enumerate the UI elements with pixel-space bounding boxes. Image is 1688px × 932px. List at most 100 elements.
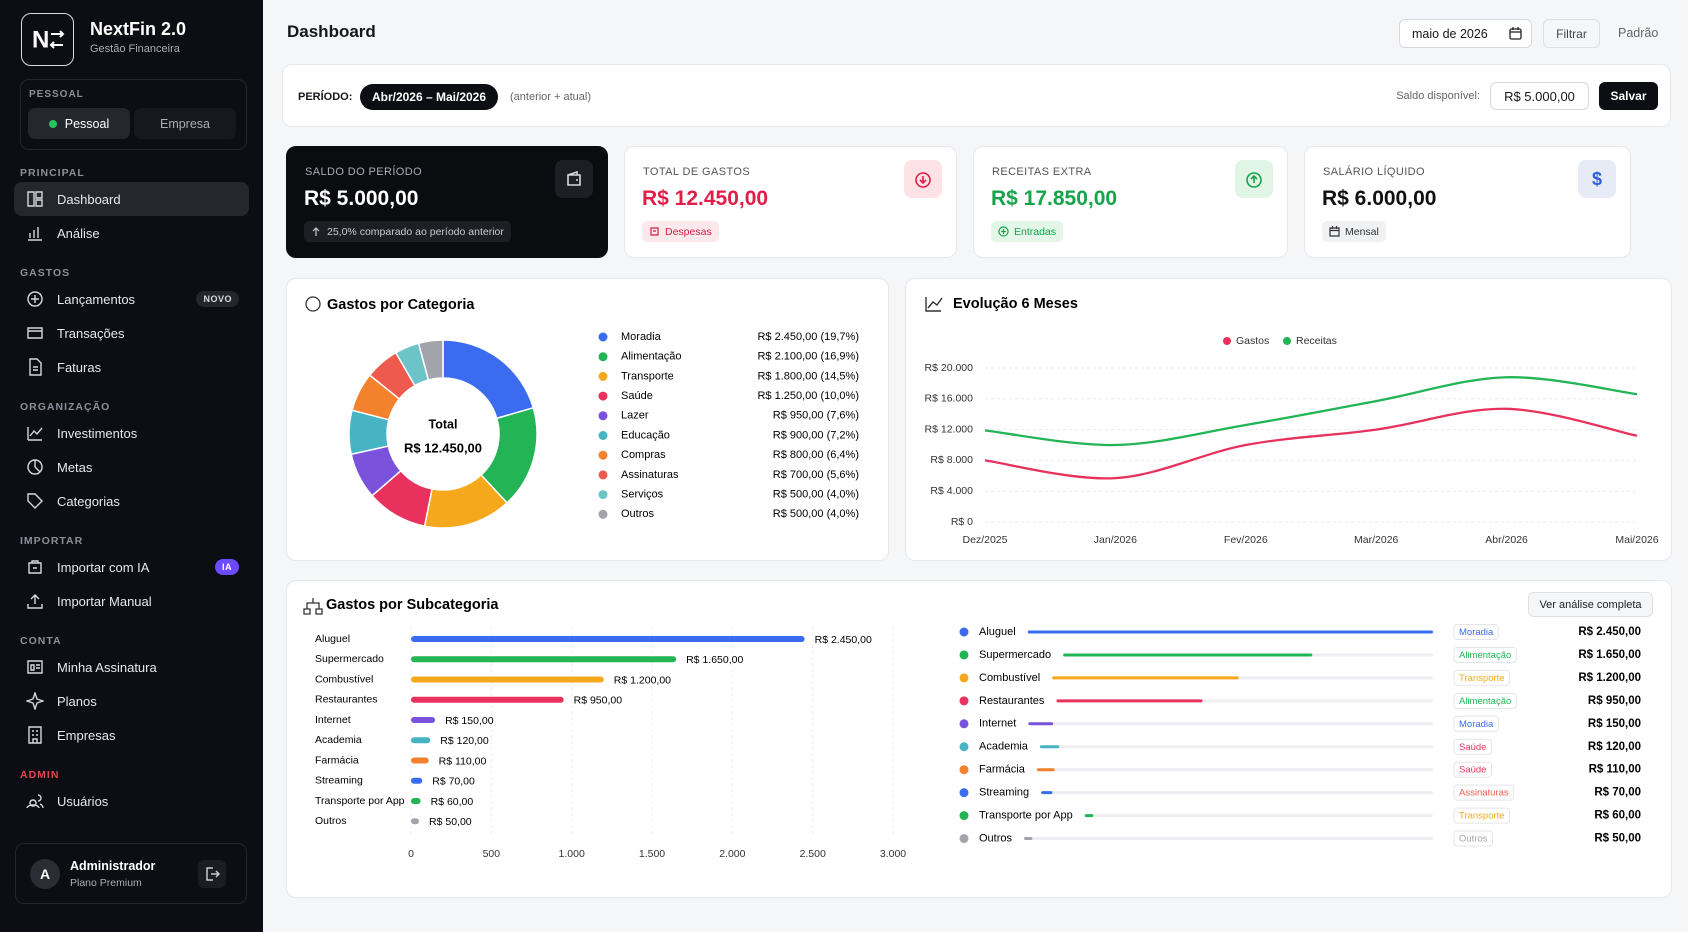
- list-dot: [959, 696, 969, 706]
- logo: N: [21, 13, 74, 66]
- list-label: Transporte por App: [979, 810, 1073, 822]
- stat-card: SALÁRIO LÍQUIDO R$ 6.000,00 Mensal $: [1304, 146, 1631, 258]
- icon: [27, 191, 43, 207]
- card-icon-svg: [567, 170, 581, 186]
- month-picker[interactable]: maio de 2026: [1399, 19, 1532, 48]
- progress-bar: [1024, 837, 1033, 841]
- nav-item[interactable]: Dashboard: [14, 182, 249, 216]
- legend-label: Moradia: [621, 331, 662, 343]
- line-chart: Evolução 6 Meses R$ 0 R$ 4.000 R$ 8.000 R$ …: [925, 296, 1659, 546]
- nav-item[interactable]: Usuários: [14, 784, 249, 818]
- logo-mark: N: [32, 26, 65, 53]
- balance-input[interactable]: R$ 5.000,00: [1490, 82, 1589, 110]
- bar: [411, 636, 805, 642]
- progress-bar: [1063, 653, 1313, 657]
- bar-label: Internet: [315, 714, 351, 726]
- bar: [411, 798, 421, 804]
- legend-label: Saúde: [621, 390, 653, 402]
- list-label: Outros: [979, 832, 1013, 844]
- card-badge: Mensal: [1322, 221, 1386, 242]
- card-note: Despesas: [665, 225, 712, 238]
- profile-option-label: Empresa: [159, 116, 211, 131]
- default-button[interactable]: Padrão: [1618, 26, 1659, 40]
- nav-item[interactable]: Investimentos: [14, 416, 249, 450]
- logout-button[interactable]: [198, 860, 226, 888]
- bar-label: Farmácia: [315, 754, 359, 766]
- profile-option[interactable]: Pessoal: [28, 108, 130, 139]
- legend-dot: [1283, 337, 1291, 345]
- icon: [28, 726, 42, 744]
- legend-label: Serviços: [621, 489, 664, 501]
- value-label: R$ 700,00 (5,6%): [773, 469, 859, 481]
- card-value: R$ 6.000,00: [1322, 187, 1437, 210]
- card-note: Mensal: [1345, 225, 1379, 238]
- bar-label: Aluguel: [315, 633, 350, 645]
- card-note: 25,0% comparado ao período anterior: [327, 225, 504, 238]
- card-label: TOTAL DE GASTOS: [643, 166, 751, 178]
- icon-shape: [26, 794, 44, 809]
- legend-label: Gastos: [1236, 335, 1269, 347]
- card-icon-svg: [1246, 172, 1262, 188]
- nav-item[interactable]: Transações: [14, 316, 249, 350]
- section-title: CONTA: [20, 635, 62, 647]
- nav-label: Empresas: [57, 727, 116, 743]
- badge-icon: [1329, 226, 1340, 237]
- nav-item[interactable]: Planos: [14, 684, 249, 718]
- icon-shape: [28, 227, 42, 241]
- list-value: R$ 60,00: [1594, 810, 1641, 822]
- nav-item[interactable]: Faturas: [14, 350, 249, 384]
- card-icon: [904, 160, 942, 198]
- card-icon-svg: [915, 172, 931, 188]
- bar-label: Streaming: [315, 775, 363, 787]
- list-value: R$ 1.200,00: [1578, 672, 1641, 684]
- list-label: Combustível: [979, 672, 1040, 684]
- stat-card: TOTAL DE GASTOS R$ 12.450,00 Despesas: [624, 146, 957, 258]
- icon-shape: [27, 427, 43, 441]
- bar-value-label: R$ 50,00: [429, 816, 472, 828]
- tag-box: [1453, 830, 1494, 847]
- sidebar: N NextFin 2.0 Gestão Financeira PESSOAL …: [0, 0, 263, 932]
- nav: PRINCIPAL Dashboard Análise GASTOS Lançament…: [14, 150, 249, 818]
- list-dot: [959, 627, 969, 637]
- list-dot: [959, 765, 969, 775]
- nav-item[interactable]: Minha Assinatura: [14, 650, 249, 684]
- nav-item[interactable]: Importar Manual: [14, 584, 249, 618]
- progress-track: [1024, 837, 1433, 841]
- legend-dot: [598, 352, 608, 362]
- card-value: R$ 12.450,00: [642, 187, 769, 210]
- donut-slice: [417, 339, 444, 381]
- icon: [26, 794, 44, 809]
- icon-shape: [27, 291, 43, 307]
- nav-item[interactable]: Importar com IA IA: [14, 550, 249, 584]
- list-dot: [959, 788, 969, 798]
- nav-item[interactable]: Metas: [14, 450, 249, 484]
- nav-label: Faturas: [57, 359, 102, 375]
- nav-item[interactable]: Análise: [14, 216, 249, 250]
- nav-item[interactable]: Lançamentos NOVO: [14, 282, 249, 316]
- save-button[interactable]: Salvar: [1599, 82, 1658, 110]
- month-value: maio de 2026: [1412, 27, 1488, 41]
- profile-option[interactable]: Empresa: [134, 108, 236, 139]
- section-title: GASTOS: [20, 267, 71, 279]
- nav-label: Metas: [57, 459, 93, 475]
- filter-button[interactable]: Filtrar: [1543, 19, 1600, 48]
- list-value: R$ 50,00: [1594, 833, 1641, 845]
- nav-item[interactable]: Empresas: [14, 718, 249, 752]
- period-range[interactable]: Abr/2026 – Mai/2026: [360, 84, 498, 110]
- bar-value-label: R$ 60,00: [431, 796, 474, 808]
- nav-item[interactable]: Categorias: [14, 484, 249, 518]
- series-line: [984, 376, 1638, 447]
- bar-label: Outros: [315, 815, 347, 827]
- section-title: ORGANIZAÇÃO: [20, 401, 111, 413]
- value-label: R$ 500,00 (4,0%): [773, 489, 859, 501]
- tag-box: [1453, 669, 1511, 686]
- legend-label: Transporte: [621, 370, 674, 382]
- period-note: (anterior + atual): [510, 91, 592, 103]
- section-title: PRINCIPAL: [20, 167, 85, 179]
- tag-box: [1453, 784, 1515, 801]
- view-analysis-button[interactable]: Ver análise completa: [1528, 592, 1653, 617]
- panel-title: Gastos por Subcategoria: [326, 597, 499, 613]
- progress-track: [1084, 814, 1433, 818]
- brand-subtitle: Gestão Financeira: [90, 43, 180, 55]
- progress-bar: [1028, 722, 1054, 726]
